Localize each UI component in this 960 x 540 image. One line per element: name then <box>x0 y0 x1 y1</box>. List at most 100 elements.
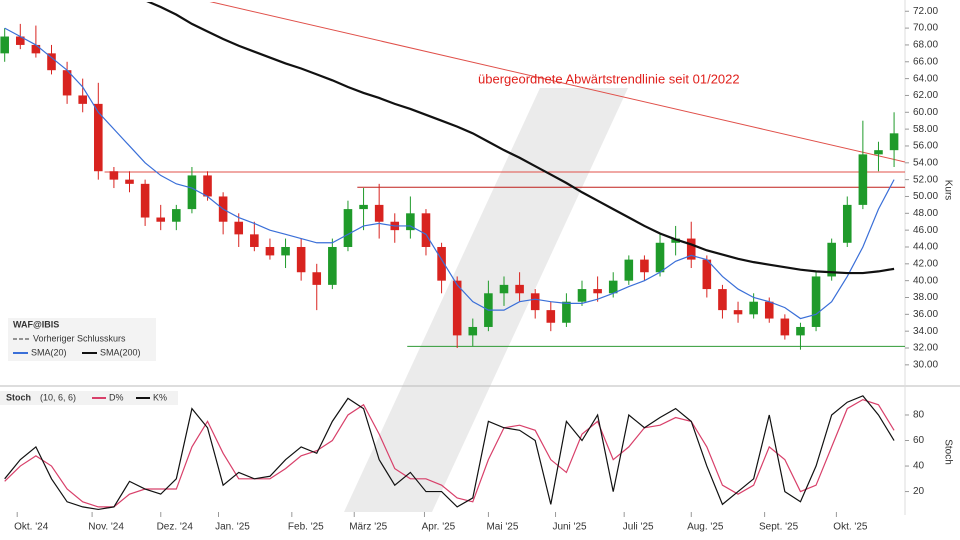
y-tick-label: 56.00 <box>913 141 938 152</box>
y-tick-label: 32.00 <box>913 343 938 354</box>
candle-body <box>577 289 587 302</box>
x-tick-label: Okt. '25 <box>833 522 868 533</box>
candle-body <box>562 301 571 323</box>
candle-body <box>515 284 524 294</box>
x-tick-label: Juni '25 <box>552 522 587 533</box>
candle-body <box>125 179 134 184</box>
candle-body <box>546 310 556 323</box>
legend-label: Vorheriger Schlusskurs <box>33 333 126 343</box>
stoch-legend: Stoch (10, 6, 6) D% K% <box>0 391 178 405</box>
candle-body <box>686 238 696 260</box>
candle-body <box>15 36 25 45</box>
y-tick-label: 50.00 <box>913 191 938 202</box>
y-tick-label: 80 <box>913 410 925 421</box>
candle-body <box>421 213 431 247</box>
legend-label: (10, 6, 6) <box>40 392 76 402</box>
candle-body <box>265 246 275 256</box>
candle-body <box>780 318 790 336</box>
x-tick-label: Juli '25 <box>623 522 654 533</box>
candle-body <box>452 280 462 336</box>
legend-title: Stoch <box>6 392 31 402</box>
x-tick-label: Apr. '25 <box>422 522 456 533</box>
legend: WAF@IBIS Vorheriger Schlusskurs SMA(20) … <box>8 318 156 361</box>
x-tick-label: Mai '25 <box>486 522 518 533</box>
legend-box <box>0 391 178 405</box>
x-tick-label: Feb. '25 <box>288 522 324 533</box>
y-axis-title: Kurs <box>942 180 953 201</box>
y-tick-label: 40 <box>913 461 925 472</box>
y-tick-label: 62.00 <box>913 90 938 101</box>
candle-body <box>140 183 150 218</box>
candle-body <box>718 289 727 311</box>
candle-body <box>109 171 119 180</box>
candle-body <box>359 204 368 210</box>
y-tick-label: 72.00 <box>913 6 938 17</box>
candle-body <box>94 103 103 172</box>
x-tick-label: März '25 <box>349 522 387 533</box>
y-tick-label: 64.00 <box>913 73 938 84</box>
y-tick-label: 20 <box>913 486 925 497</box>
y-tick-label: 54.00 <box>913 157 938 168</box>
candle-body <box>62 70 72 96</box>
x-tick-label: Jan. '25 <box>215 522 250 533</box>
candle-body <box>156 217 166 222</box>
candle-body <box>702 259 712 290</box>
legend-label[interactable]: SMA(20) <box>31 347 67 357</box>
y-tick-label: 70.00 <box>913 23 938 34</box>
x-tick-label: Nov. '24 <box>88 522 124 533</box>
candle-body <box>172 209 181 222</box>
candle-body <box>889 133 899 151</box>
candle-body <box>437 246 446 281</box>
series-line <box>146 2 895 275</box>
candle-body <box>203 175 212 197</box>
candle-body <box>593 289 602 294</box>
y-tick-label: 60 <box>913 435 925 446</box>
candle-body <box>733 310 743 315</box>
legend-label[interactable]: D% <box>109 392 124 402</box>
legend-label[interactable]: SMA(200) <box>100 347 141 357</box>
x-tick-label: Okt. '24 <box>14 522 49 533</box>
candle-body <box>608 280 618 294</box>
y-tick-label: 52.00 <box>913 174 938 185</box>
candle-body <box>796 326 805 336</box>
candle-body <box>624 259 634 281</box>
candle-body <box>671 238 680 243</box>
candle-body <box>842 204 852 243</box>
x-tick-label: Dez. '24 <box>157 522 194 533</box>
series-line <box>4 399 895 508</box>
series-line <box>4 27 895 320</box>
x-tick-label: Sept. '25 <box>759 522 799 533</box>
candle-body <box>47 53 56 71</box>
y-tick-label: 60.00 <box>913 107 938 118</box>
price-plot <box>0 2 905 350</box>
candle-body <box>187 175 197 210</box>
annotation: übergeordnete Abwärtstrendlinie seit 01/… <box>478 71 740 86</box>
y-tick-label: 44.00 <box>913 242 938 253</box>
candle-body <box>78 95 87 104</box>
legend-label[interactable]: K% <box>153 392 167 402</box>
candle-body <box>406 213 415 231</box>
candle-body <box>530 293 540 311</box>
candle-body <box>811 276 821 327</box>
candle-body <box>858 154 868 205</box>
candle-body <box>655 242 665 273</box>
candle-body <box>31 44 41 54</box>
y-tick-label: 40.00 <box>913 275 938 286</box>
y-tick-label: 46.00 <box>913 225 938 236</box>
candle-body <box>468 326 478 336</box>
y-tick-label: 66.00 <box>913 56 938 67</box>
axes: 30.00 32.00 34.00 36.00 38.00 40.00 42.00 44.00… <box>14 6 938 533</box>
candle-body <box>499 284 509 294</box>
candle-body <box>374 204 384 222</box>
y-axis-title: Stoch <box>942 439 953 465</box>
trendline <box>209 2 905 163</box>
y-tick-label: 42.00 <box>913 258 938 269</box>
candle-body <box>827 242 836 277</box>
candle-body <box>0 36 9 54</box>
y-tick-label: 58.00 <box>913 124 938 135</box>
candle-body <box>764 301 774 319</box>
y-tick-label: 68.00 <box>913 40 938 51</box>
candle-body <box>296 246 306 273</box>
